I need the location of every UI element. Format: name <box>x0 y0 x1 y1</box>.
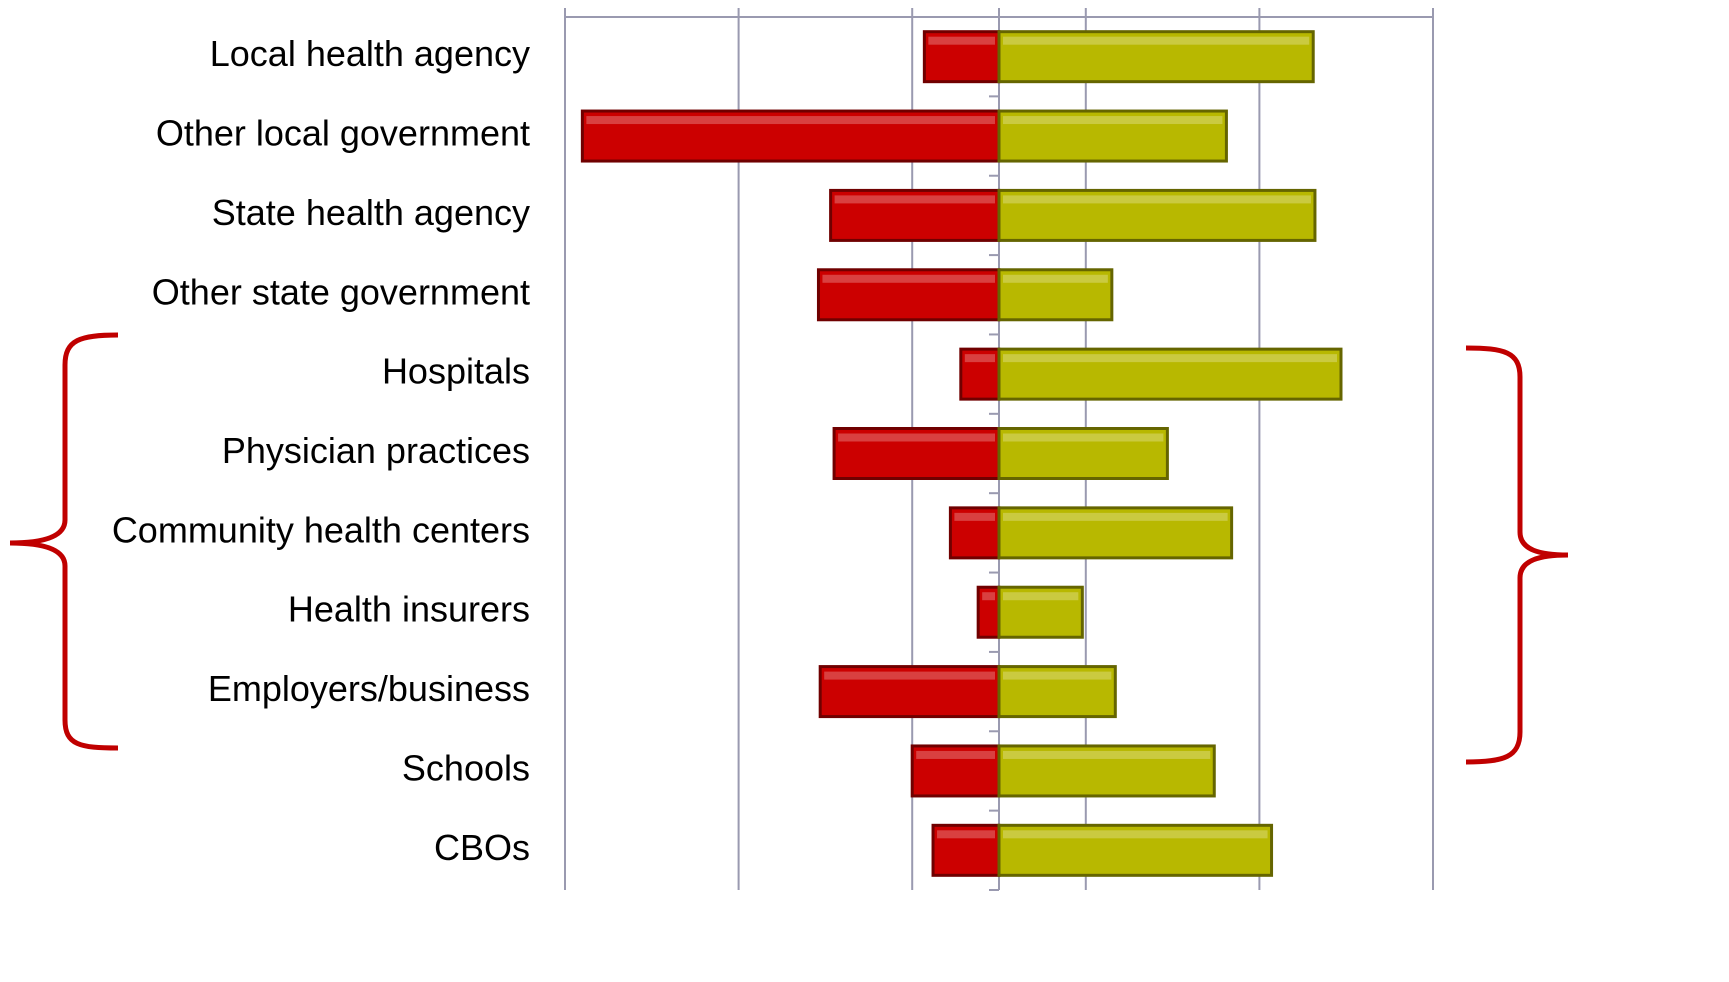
bar <box>818 665 1001 719</box>
bar <box>997 109 1228 163</box>
bar <box>997 268 1114 322</box>
bar-highlight <box>834 195 995 204</box>
left-brace <box>9 332 119 751</box>
bar-highlight <box>838 433 995 442</box>
bar-highlight <box>928 36 995 45</box>
bar <box>997 665 1117 719</box>
category-label: Other state government <box>152 271 530 312</box>
bar-highlight <box>916 750 995 759</box>
bar <box>997 823 1274 877</box>
bar-highlight <box>1003 36 1310 45</box>
category-label: Other local government <box>156 113 530 154</box>
bar-highlight <box>1003 512 1228 521</box>
bar-highlight <box>1003 116 1223 125</box>
bar-highlight <box>1003 750 1211 759</box>
bar-highlight <box>1003 195 1311 204</box>
right-brace <box>1465 345 1569 765</box>
bar <box>997 506 1234 560</box>
bar <box>997 188 1317 242</box>
bar <box>997 347 1343 401</box>
bar-highlight <box>1003 274 1108 283</box>
bar <box>997 585 1084 639</box>
bar <box>832 427 1001 480</box>
bar-highlight <box>954 512 995 521</box>
bar-highlight <box>982 592 995 601</box>
bar-highlight <box>937 830 995 839</box>
bar <box>580 109 1001 163</box>
bar <box>948 506 1001 560</box>
category-label: Schools <box>402 747 530 788</box>
category-label: CBOs <box>434 827 530 868</box>
bar-highlight <box>1003 354 1337 363</box>
category-label: Health insurers <box>288 589 530 630</box>
bar <box>997 427 1169 480</box>
bar-highlight <box>1003 830 1268 839</box>
bar-highlight <box>1003 433 1164 442</box>
category-label: State health agency <box>212 192 530 233</box>
bar-highlight <box>1003 592 1079 601</box>
bar-highlight <box>1003 671 1112 680</box>
category-label: Community health centers <box>112 509 530 550</box>
bar <box>922 30 1001 84</box>
bar <box>997 744 1216 798</box>
bar-highlight <box>964 354 995 363</box>
category-label: Hospitals <box>382 351 530 392</box>
bar-highlight <box>822 274 995 283</box>
category-label: Physician practices <box>222 430 530 471</box>
category-label: Employers/business <box>208 668 530 709</box>
category-label: Local health agency <box>210 33 530 74</box>
bar <box>997 30 1315 84</box>
bar-highlight <box>586 116 995 125</box>
bar-highlight <box>824 671 995 680</box>
